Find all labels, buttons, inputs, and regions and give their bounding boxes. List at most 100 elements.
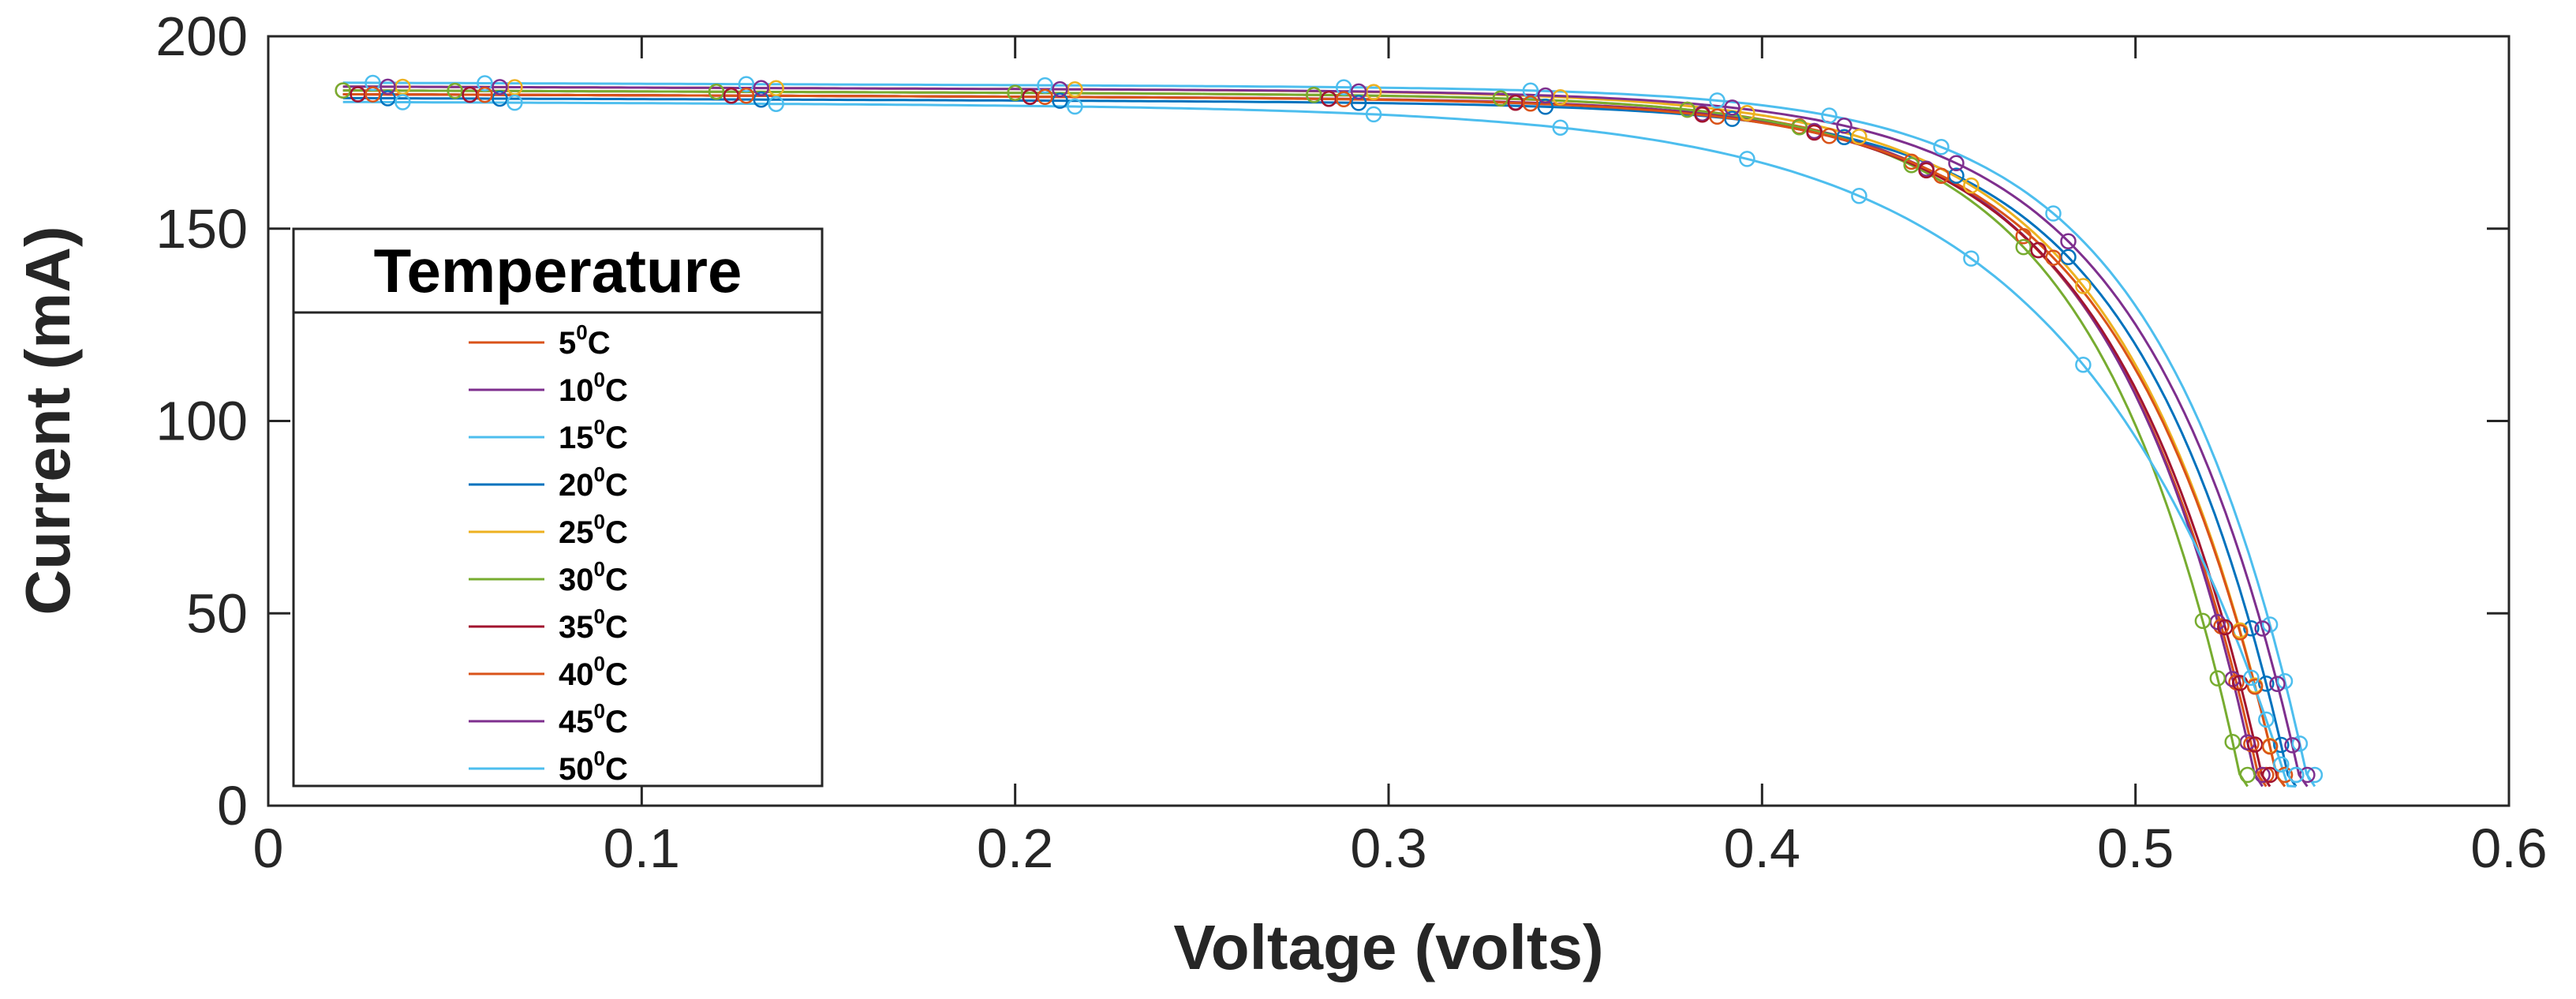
series-marker-50C <box>2287 766 2305 784</box>
y-tick-label: 0 <box>217 775 248 836</box>
series-marker-15C <box>1821 107 1838 124</box>
legend-entry-35C: 350C <box>559 604 628 645</box>
series-marker-40C <box>2276 766 2294 784</box>
legend-entry-20C: 200C <box>559 462 628 503</box>
legend-entry-sup: 0 <box>594 557 605 581</box>
series-marker-50C <box>507 94 523 111</box>
series-marker-40C <box>1522 95 1539 112</box>
series-marker-50C <box>768 95 784 112</box>
series-marker-30C <box>335 82 351 99</box>
legend-entry-sup: 0 <box>594 699 605 723</box>
legend-entry-value: 25 <box>559 515 594 550</box>
series-marker-45C <box>1350 83 1367 100</box>
series-marker-30C <box>1492 90 1509 107</box>
legend-entry-sup: 0 <box>594 462 605 486</box>
series-marker-45C <box>379 78 396 95</box>
series-marker-50C <box>1963 250 1980 267</box>
series-marker-35C <box>2246 736 2264 753</box>
series-marker-35C <box>1918 162 1935 179</box>
marker-layer <box>335 74 2324 784</box>
series-marker-40C <box>477 86 493 103</box>
series-marker-30C <box>1791 119 1808 136</box>
legend-entry-sup: 0 <box>594 604 605 628</box>
series-line-50C <box>342 100 2297 788</box>
series-marker-30C <box>2224 733 2241 750</box>
series-marker-15C <box>1037 77 1053 94</box>
series-marker-35C <box>2217 619 2234 636</box>
x-tick-label: 0.4 <box>1724 818 1800 879</box>
series-marker-45C <box>753 80 770 96</box>
series-marker-45C <box>1537 87 1554 104</box>
legend-entry-value: 15 <box>559 421 594 455</box>
series-line-40C <box>342 93 2286 788</box>
legend-entry-unit: C <box>605 705 628 739</box>
x-tick-label: 0.1 <box>604 818 680 879</box>
legend-entry-value: 40 <box>559 657 594 692</box>
y-tick-label: 150 <box>155 198 248 260</box>
series-marker-40C <box>1821 128 1838 144</box>
y-axis-label: Current (mA) <box>13 226 83 615</box>
series-marker-45C <box>1836 118 1853 134</box>
series-marker-50C <box>1552 119 1568 136</box>
x-tick-label: 0.5 <box>2097 818 2174 879</box>
series-marker-15C <box>738 76 755 92</box>
series-marker-50C <box>1739 151 1755 167</box>
series-marker-15C <box>2306 766 2324 784</box>
series-marker-25C <box>2075 278 2092 294</box>
x-axis-label: Voltage (volts) <box>1173 912 1603 982</box>
legend-entry-5C: 50C <box>559 320 611 361</box>
x-tick-label: 0 <box>253 818 284 879</box>
legend-entry-sup: 0 <box>594 510 605 533</box>
legend-entry-value: 5 <box>559 326 576 361</box>
series-marker-40C <box>2261 738 2279 755</box>
series-line-45C <box>342 85 2309 788</box>
series-marker-15C <box>1335 79 1352 95</box>
series-marker-20C <box>2258 675 2275 692</box>
legend-entry-unit: C <box>605 657 628 692</box>
x-tick-label: 0.2 <box>977 818 1053 879</box>
legend-entry-sup: 0 <box>594 368 605 391</box>
legend-entry-sup: 0 <box>594 415 605 439</box>
series-marker-40C <box>738 87 755 104</box>
series-marker-5C <box>2015 228 2032 245</box>
legend-entry-50C: 500C <box>559 746 628 787</box>
series-marker-45C <box>1052 80 1068 98</box>
series-marker-50C <box>1365 106 1382 123</box>
series-marker-15C <box>365 74 381 92</box>
series-marker-30C <box>1306 86 1322 103</box>
legend-entry-sup: 0 <box>594 652 605 675</box>
series-marker-25C <box>1963 177 1980 194</box>
series-marker-50C <box>2243 669 2260 687</box>
x-tick-label: 0.6 <box>2470 818 2547 879</box>
legend-entry-value: 50 <box>559 752 594 787</box>
legend-entry-40C: 400C <box>559 652 628 692</box>
series-marker-40C <box>2045 249 2062 266</box>
series-line-20C <box>342 96 2297 788</box>
series-marker-50C <box>2273 756 2290 773</box>
legend-title: Temperature <box>374 236 742 305</box>
legend-entry-30C: 300C <box>559 557 628 597</box>
series-marker-15C <box>2261 616 2279 633</box>
legend-entry-value: 35 <box>559 610 594 645</box>
series-marker-25C <box>1851 129 1868 145</box>
series-marker-50C <box>2258 711 2275 728</box>
legend-entry-sup: 0 <box>594 746 605 770</box>
legend-entry-unit: C <box>588 326 611 361</box>
series-marker-15C <box>477 75 493 92</box>
legend-entry-unit: C <box>605 610 628 645</box>
series-marker-30C <box>1679 101 1696 118</box>
legend-entry-sup: 0 <box>576 320 587 344</box>
series-marker-40C <box>1335 91 1352 108</box>
legend-entry-10C: 100C <box>559 368 628 408</box>
series-marker-15C <box>1709 92 1725 109</box>
legend-entry-value: 10 <box>559 373 594 408</box>
legend-entry-25C: 250C <box>559 510 628 550</box>
legend-entry-value: 45 <box>559 705 594 739</box>
series-marker-30C <box>1903 156 1920 174</box>
series-marker-40C <box>1037 88 1053 106</box>
series-marker-30C <box>2015 238 2032 256</box>
y-tick-label: 100 <box>155 391 248 452</box>
series-marker-45C <box>2060 233 2077 250</box>
